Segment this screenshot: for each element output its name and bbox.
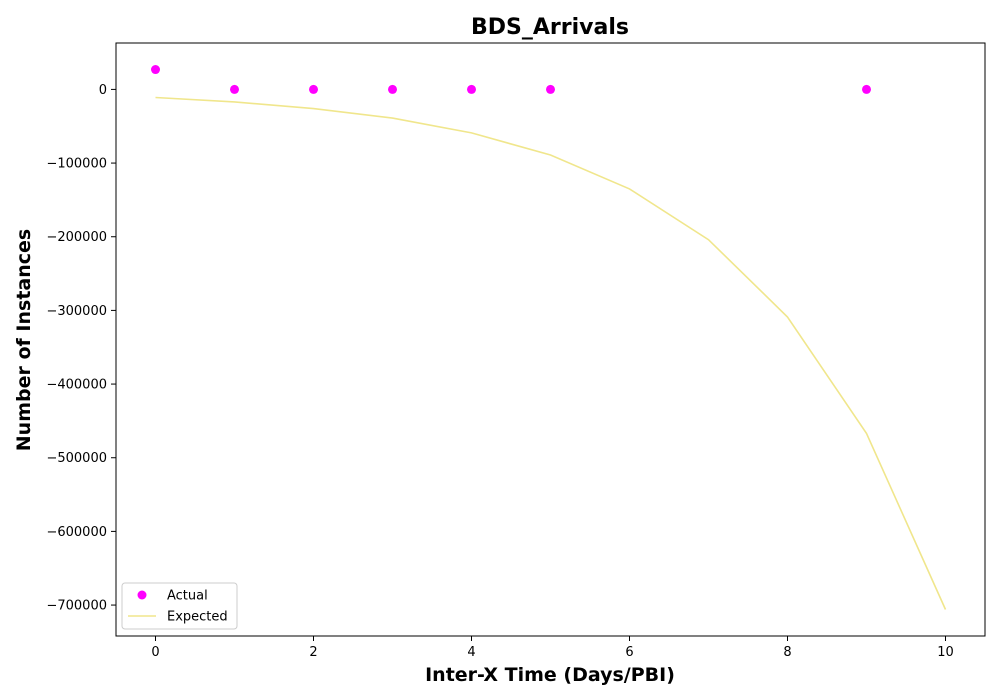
plot-frame [115, 42, 986, 637]
y-tick-label: −300000 [46, 304, 107, 319]
data-point-actual [388, 84, 397, 94]
legend-label-actual: Actual [167, 589, 208, 604]
legend-box [121, 582, 238, 630]
y-tick-label: −600000 [46, 525, 107, 540]
data-point-actual [546, 84, 555, 94]
x-tick-label: 6 [625, 645, 633, 660]
legend: Actual Expected [121, 582, 238, 630]
y-axis-label: Number of Instances [13, 229, 35, 451]
legend-label-expected: Expected [167, 610, 228, 625]
y-tick-label: −100000 [46, 157, 107, 172]
data-point-actual [309, 84, 318, 94]
data-point-actual [862, 84, 871, 94]
y-tick-label: −400000 [46, 378, 107, 393]
x-tick-label: 8 [783, 645, 791, 660]
plot-area [115, 42, 986, 637]
data-point-actual [230, 84, 239, 94]
x-tick-label: 0 [151, 645, 159, 660]
series-line-expected [155, 96, 947, 610]
x-tick-label: 10 [937, 645, 954, 660]
x-tick-label: 4 [467, 645, 475, 660]
axis-ticks: 0 2 4 6 8 10 0 −100000 −200000 −300000 −400000 −500… [46, 83, 953, 660]
y-tick-label: −200000 [46, 230, 107, 245]
y-tick-label: −500000 [46, 451, 107, 466]
x-tick-label: 2 [309, 645, 317, 660]
data-point-actual [151, 65, 160, 75]
x-axis-label: Inter-X Time (Days/PBI) [425, 664, 675, 686]
y-tick-label: −700000 [46, 599, 107, 614]
data-point-actual [467, 84, 476, 94]
chart-title: BDS_Arrivals [471, 15, 629, 40]
legend-swatch-actual [137, 590, 147, 600]
y-tick-label: 0 [99, 83, 107, 98]
